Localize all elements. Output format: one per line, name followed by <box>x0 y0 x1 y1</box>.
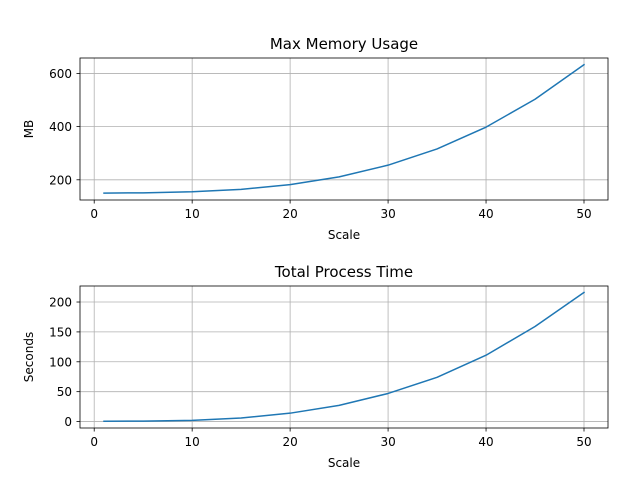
x-tick-label: 0 <box>90 207 98 221</box>
x-tick-label: 30 <box>380 435 395 449</box>
x-tick-label: 10 <box>185 207 200 221</box>
y-tick-label: 150 <box>49 325 72 339</box>
x-tick-label: 20 <box>282 435 297 449</box>
y-tick-label: 200 <box>49 296 72 310</box>
x-tick-label: 50 <box>576 207 591 221</box>
y-tick-label: 0 <box>64 415 72 429</box>
x-tick-label: 50 <box>576 435 591 449</box>
x-tick-label: 40 <box>478 207 493 221</box>
x-axis-label: Scale <box>328 456 360 470</box>
x-tick-label: 0 <box>90 435 98 449</box>
y-axis-label: MB <box>22 120 36 139</box>
x-tick-label: 20 <box>282 207 297 221</box>
x-axis-label: Scale <box>328 228 360 242</box>
subplot-2: 0 10 20 30 40 50 0 50 100 150 200 Total Process Tim… <box>22 263 609 470</box>
x-tick-label: 30 <box>380 207 395 221</box>
subplot-1: 0 10 20 30 40 50 200 400 600 Max Memory Usage Scal… <box>22 35 609 242</box>
axes-frame <box>79 285 609 429</box>
y-tick-label: 200 <box>49 173 72 187</box>
series-line <box>103 63 586 194</box>
chart-title: Max Memory Usage <box>270 35 418 53</box>
x-tick-label: 10 <box>185 435 200 449</box>
y-axis-label: Seconds <box>22 332 36 382</box>
series-line <box>103 291 586 423</box>
y-tick-label: 50 <box>57 385 72 399</box>
y-tick-label: 600 <box>49 67 72 81</box>
x-tick-label: 40 <box>478 435 493 449</box>
y-tick-label: 400 <box>49 120 72 134</box>
y-tick-label: 100 <box>49 355 72 369</box>
chart-title: Total Process Time <box>274 263 413 281</box>
axes-frame <box>79 57 609 201</box>
